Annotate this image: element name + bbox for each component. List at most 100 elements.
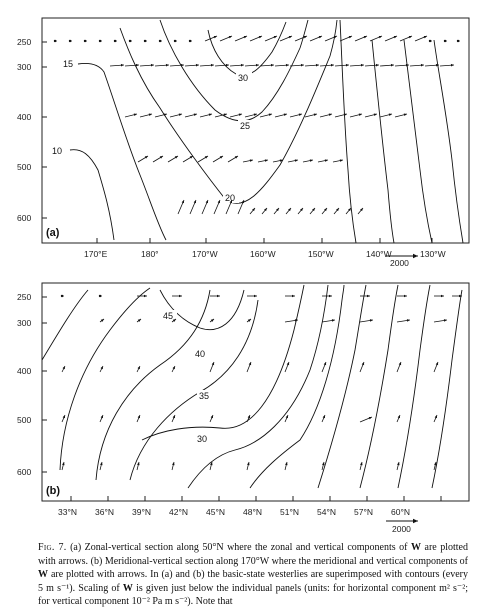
flux-arrow-head [228,35,232,39]
flux-arrow-dot [428,39,432,43]
flux-arrow-head [368,416,372,420]
caption-fig-number: Fig. 7. [38,542,67,553]
flux-arrow-dot [113,39,117,43]
flux-arrow-head [300,63,304,67]
flux-arrow-head [273,35,277,39]
flux-arrow-head [348,208,351,212]
flux-arrow-head [137,462,140,466]
flux-arrow-head [378,35,382,39]
panel-b-lattick: 54°N [317,507,336,517]
flux-arrow-head [361,362,365,366]
flux-arrow-head [133,113,137,116]
flux-arrow-head [434,415,438,419]
flux-arrow-head [172,415,176,419]
flux-arrow-head [403,113,407,116]
flux-arrow-head [247,462,250,466]
panel-a-lontick: 150°W [308,249,334,259]
flux-arrow-head [404,294,407,298]
flux-arrow-head [322,462,325,466]
flux-arrow-head [279,159,283,162]
panel-a-lon-axis: 170°E 180° 170°W 160°W 150°W 140°W 130°W [84,238,446,259]
flux-arrow-head [360,208,363,212]
caption-text: are plotted with arrows. In (a) and (b) … [38,569,468,594]
flux-arrow-head [210,63,214,67]
panel-a-contours [69,19,464,244]
panel-a-ptick: 400 [17,112,31,122]
panel-b-label: (b) [46,485,60,497]
panel-b-flux-arrows [60,294,462,471]
flux-arrow-head [213,35,217,39]
flux-arrow-head [258,35,262,39]
flux-arrow-head [375,63,379,67]
panel-a-label: (a) [46,227,60,239]
panel-a-ptick: 500 [17,162,31,172]
flux-arrow-head [343,113,347,116]
panel-a-scale-label: 2000 [390,258,409,268]
flux-arrow-head [253,113,257,116]
panel-b-ptick: 250 [17,292,31,302]
panel-a-frame [41,17,470,244]
flux-arrow-head [328,113,332,116]
flux-arrow-head [322,415,326,419]
panel-b-ptick: 400 [17,366,31,376]
panel-b-lattick: 57°N [354,507,373,517]
panel-a-lontick: 140°W [366,249,392,259]
flux-arrow-head [336,208,339,212]
panel-a-lontick: 170°W [192,249,218,259]
flux-arrow-head [223,113,227,116]
flux-arrow-head [435,362,439,366]
panel-a-lontick: 170°E [84,249,108,259]
panel-a-lontick: 180° [141,249,159,259]
contour-label: 25 [240,121,250,131]
flux-arrow-head [219,156,223,159]
panel-a-lontick: 130°W [420,249,446,259]
caption-text: (a) Zonal-vertical section along 50°N wh… [66,542,411,553]
flux-arrow-head [443,319,447,322]
flux-arrow-head [264,208,267,212]
flux-arrow-head [249,159,253,162]
flux-arrow-head [225,63,229,67]
caption-symbol: W [411,542,421,553]
flux-arrow-head [243,35,247,39]
flux-arrow-head [100,319,104,322]
flux-arrow-dot [83,39,87,43]
flux-arrow-head [285,415,289,419]
flux-arrow-head [348,35,352,39]
flux-arrow-head [120,63,124,67]
panel-b-pressure-axis: 250 300 400 500 600 [17,292,47,477]
flux-arrow-head [367,294,370,298]
flux-arrow-head [165,63,169,67]
flux-arrow-head [144,156,148,159]
flux-arrow-head [163,113,167,116]
flux-arrow-head [294,319,298,322]
flux-arrow-head [288,208,291,212]
flux-arrow-head [217,294,220,298]
flux-arrow-head [330,63,334,67]
flux-arrow-head [363,35,367,39]
flux-arrow-head [312,208,315,212]
flux-arrow-head [247,415,251,419]
flux-arrow-head [211,362,215,366]
contour-label: 15 [63,59,73,69]
flux-arrow-head [292,294,295,298]
flux-arrow-head [204,156,208,159]
flux-arrow-head [137,319,141,322]
flux-arrow-dot [173,39,177,43]
panel-a-flux-arrows [53,35,460,215]
flux-arrow-head [62,415,66,419]
panel-a-lontick: 160°W [250,249,276,259]
caption-symbol: W [38,569,48,580]
flux-arrow-head [208,113,212,116]
panel-b-lattick: 51°N [280,507,299,517]
flux-arrow-head [205,200,209,204]
contour-label: 40 [195,349,205,359]
flux-arrow-head [270,63,274,67]
flux-arrow-head [217,200,221,204]
flux-arrow-dot [98,39,102,43]
flux-arrow-head [397,415,401,419]
panel-b-ptick: 300 [17,318,31,328]
flux-arrow-head [276,208,279,212]
flux-arrow-head [434,462,437,466]
flux-arrow-head [148,113,152,116]
flux-arrow-head [172,319,176,322]
